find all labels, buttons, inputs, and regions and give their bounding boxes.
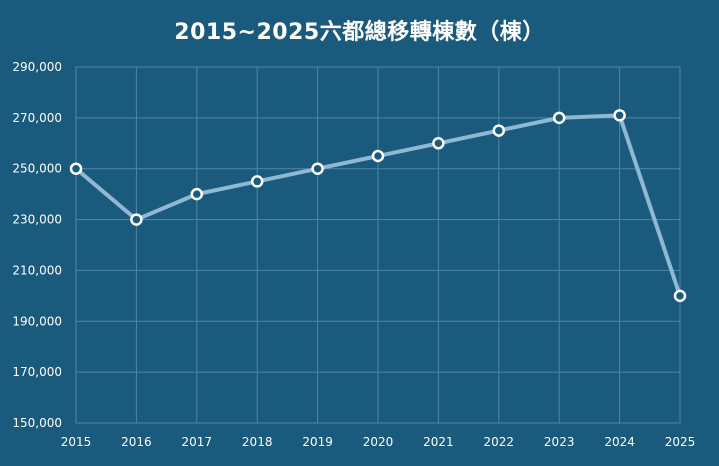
data-point xyxy=(673,289,687,303)
data-point xyxy=(190,187,204,201)
chart-title: 2015~2025六都總移轉棟數（棟） xyxy=(174,20,545,45)
y-tick-label: 190,000 xyxy=(12,314,62,328)
y-axis-ticks: 150,000 170,000 190,000 210,000 230,000 250,0… xyxy=(12,60,62,430)
data-point xyxy=(311,162,324,175)
data-point xyxy=(130,213,143,226)
x-tick-label: 2016 xyxy=(121,435,152,449)
x-tick-label: 2018 xyxy=(242,435,273,449)
x-tick-label: 2023 xyxy=(544,435,575,449)
x-tick-label: 2024 xyxy=(604,435,635,449)
data-point xyxy=(492,124,506,137)
x-tick-label: 2025 xyxy=(665,435,696,449)
y-tick-label: 230,000 xyxy=(12,213,62,227)
data-point xyxy=(613,109,626,122)
y-tick-label: 250,000 xyxy=(12,162,62,176)
x-tick-label: 2015 xyxy=(61,435,92,449)
y-tick-label: 270,000 xyxy=(12,111,62,125)
data-point xyxy=(552,111,566,125)
x-tick-label: 2019 xyxy=(302,435,333,449)
data-point xyxy=(250,175,264,188)
y-tick-label: 170,000 xyxy=(12,365,62,379)
data-point xyxy=(432,137,445,150)
grid xyxy=(75,66,681,424)
x-axis-ticks: 2015 2016 2017 2018 2019 2020 2021 2022 2023 2024… xyxy=(61,435,696,449)
y-tick-label: 290,000 xyxy=(12,60,62,74)
x-tick-label: 2020 xyxy=(363,435,394,449)
data-point xyxy=(371,149,385,163)
y-tick-label: 210,000 xyxy=(12,263,62,277)
x-tick-label: 2017 xyxy=(182,435,213,449)
data-point xyxy=(69,162,83,175)
series xyxy=(69,109,687,303)
x-tick-label: 2021 xyxy=(423,435,454,449)
x-tick-label: 2022 xyxy=(484,435,515,449)
y-tick-label: 150,000 xyxy=(12,416,62,430)
